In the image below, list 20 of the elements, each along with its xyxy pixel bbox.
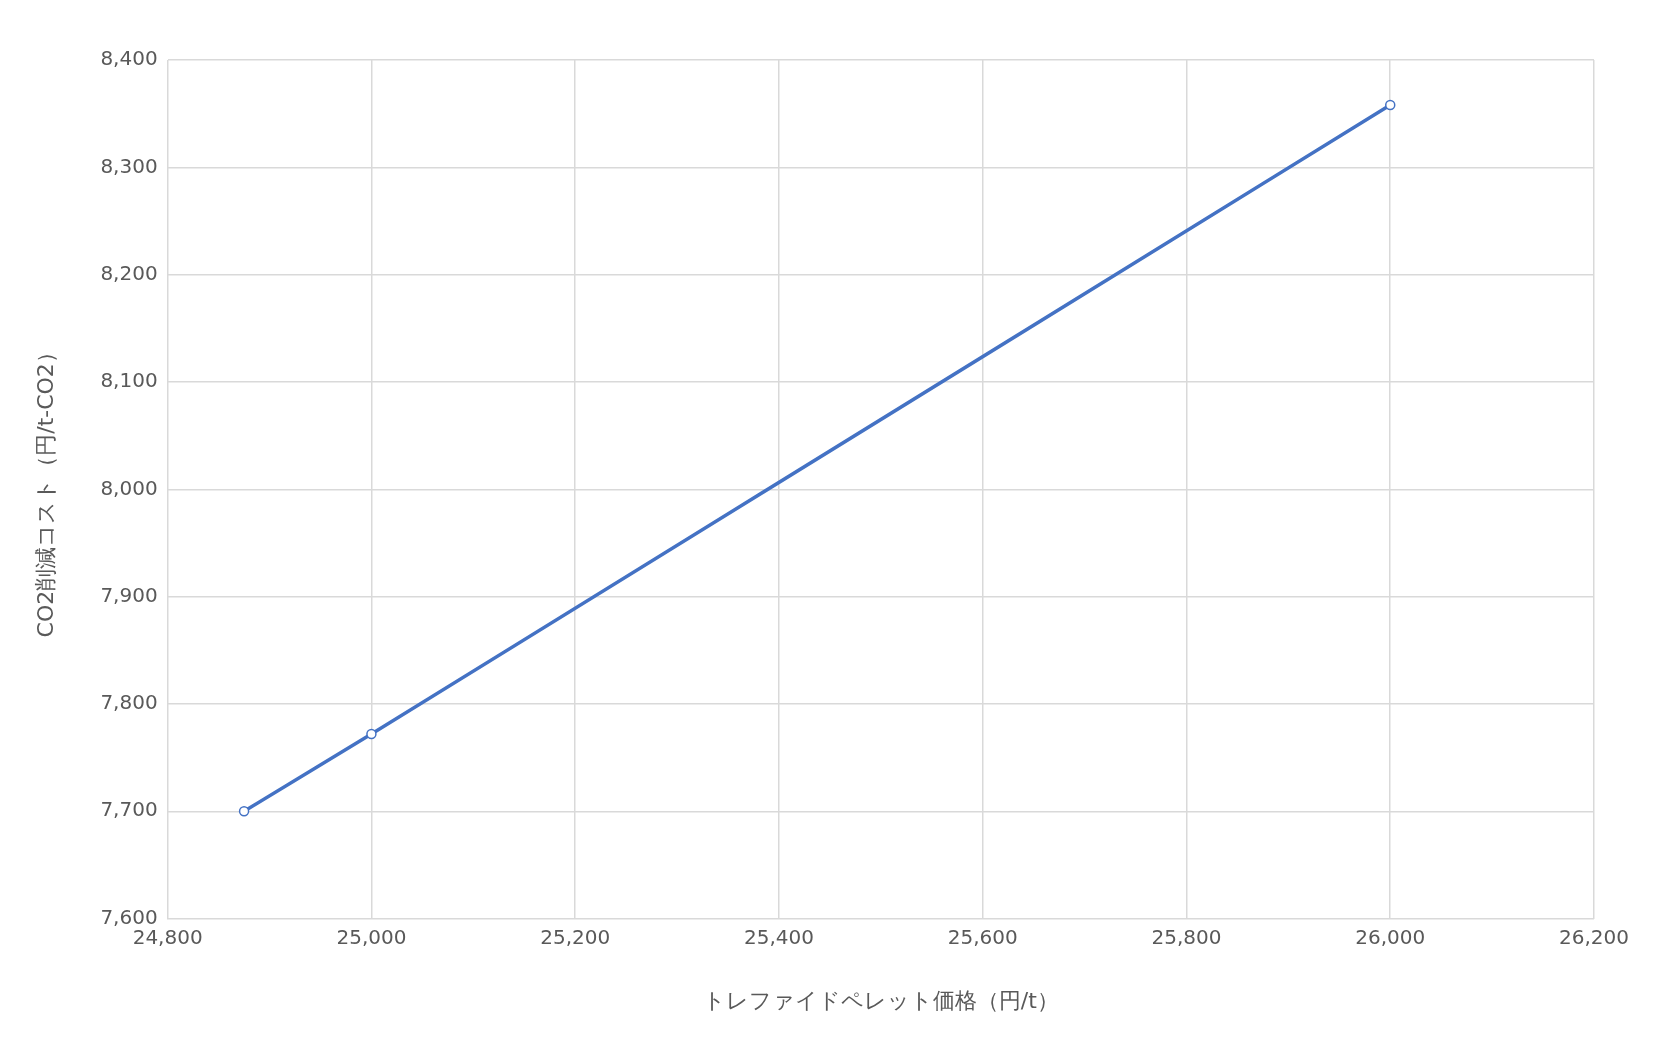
y-axis-title: CO2削減コスト（円/t-CO2） [32,341,58,638]
x-tick-label: 26,200 [1559,924,1629,949]
point [366,728,377,740]
y-tick-label: 7,900 [100,582,158,607]
x-tick-label: 25,400 [743,924,814,949]
x-tick-label: 25,800 [1151,924,1222,949]
y-tick-label: 7,800 [100,690,158,715]
point [238,806,250,817]
x-tick-label: 25,200 [540,924,611,949]
y-tick-label: 8,100 [100,368,158,393]
x-tick-label: 26,000 [1355,924,1426,949]
y-tick-label: 8,400 [100,46,158,71]
point [1384,99,1396,111]
y-tick-label: 8,200 [100,260,158,285]
x-axis-title: トレファイドペレット価格（円/t） [702,987,1059,1013]
y-tick-label: 8,300 [100,153,158,178]
x-tick-label: 25,600 [947,924,1018,949]
y-tick-label: 7,700 [100,797,158,822]
y-tick-label: 8,000 [100,475,158,500]
x-tick-label: 25,000 [336,924,407,949]
